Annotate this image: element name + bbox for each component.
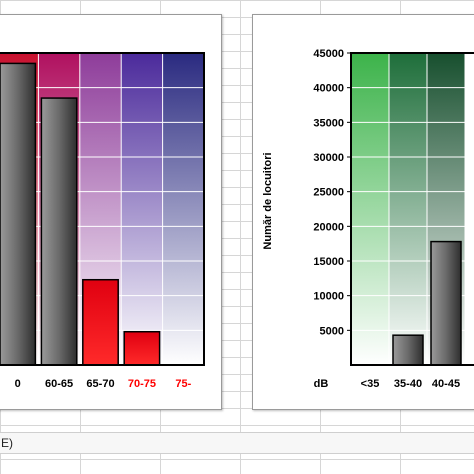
background-column	[162, 53, 204, 365]
bar-60-65	[40, 97, 78, 366]
background-column	[121, 53, 163, 365]
chart-panel-left[interactable]: 0 60-65 65-70 70-75 75-	[0, 14, 222, 410]
y-tick-label: 10000	[313, 291, 344, 303]
x-tick-label: 40-45	[432, 378, 460, 390]
background-column	[351, 53, 389, 365]
y-tick-label: 35000	[313, 117, 344, 129]
x-tick-label: <35	[361, 378, 380, 390]
y-tick-label: 15000	[313, 256, 344, 268]
bar-35-40	[392, 334, 424, 366]
y-tick-label: 40000	[313, 83, 344, 95]
background-column	[389, 53, 427, 365]
y-tick-label: 5000	[320, 325, 344, 337]
x-tick-label: 60-65	[45, 378, 73, 390]
bar-70-75	[123, 330, 161, 366]
plot-frame	[350, 52, 474, 366]
right-bar-chart: 5000 10000 15000 20000 25000 30000 35000 40000 4…	[262, 48, 474, 390]
status-bar-text: E)	[1, 436, 13, 450]
x-tick-label: 75-	[175, 378, 191, 390]
y-axis-title: Număr de locuitori	[262, 152, 274, 249]
chart-panel-right[interactable]: 5000 10000 15000 20000 25000 30000 35000 40000 4…	[252, 14, 474, 410]
bar-0	[0, 62, 37, 366]
x-tick-label: 70-75	[128, 378, 156, 390]
left-bar-chart: 0 60-65 65-70 70-75 75-	[0, 52, 205, 390]
x-tick-label: 0	[15, 378, 21, 390]
x-axis-unit-label: dB	[314, 378, 329, 390]
bar-40-45	[430, 240, 462, 366]
y-tick-label: 20000	[313, 221, 344, 233]
y-tick-label: 30000	[313, 152, 344, 164]
x-tick-label: 35-40	[394, 378, 422, 390]
y-tick-label: 45000	[313, 48, 344, 60]
bar-65-70	[82, 278, 119, 366]
x-tick-label: 65-70	[86, 378, 114, 390]
status-bar: E)	[0, 432, 474, 454]
y-tick-label: 25000	[313, 187, 344, 199]
plot-frame	[0, 52, 205, 366]
